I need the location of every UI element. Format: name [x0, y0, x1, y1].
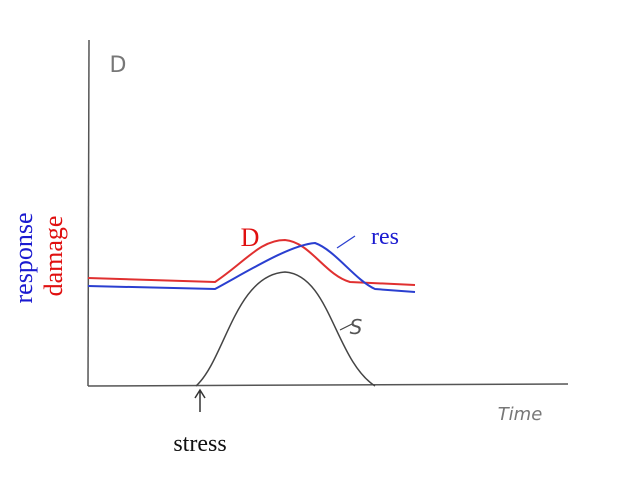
y-axis	[87, 39, 90, 387]
damage-curve	[87, 238, 416, 286]
y-axis-label: D	[110, 53, 127, 78]
x-axis-label: Time	[498, 404, 543, 425]
damage-curve-label: D	[241, 223, 260, 252]
stress-curve	[195, 271, 376, 387]
stimulus-label: stress	[173, 431, 226, 457]
response-curve-label: res	[371, 224, 399, 250]
stimulus-arrow	[194, 388, 206, 412]
damage-label: damage	[39, 216, 68, 297]
x-axis	[87, 383, 569, 387]
stress-curve-label: S	[350, 315, 363, 339]
s-pointer	[339, 323, 353, 331]
response-label: response	[9, 213, 38, 304]
response-curve	[87, 241, 416, 293]
res-pointer	[336, 235, 356, 249]
